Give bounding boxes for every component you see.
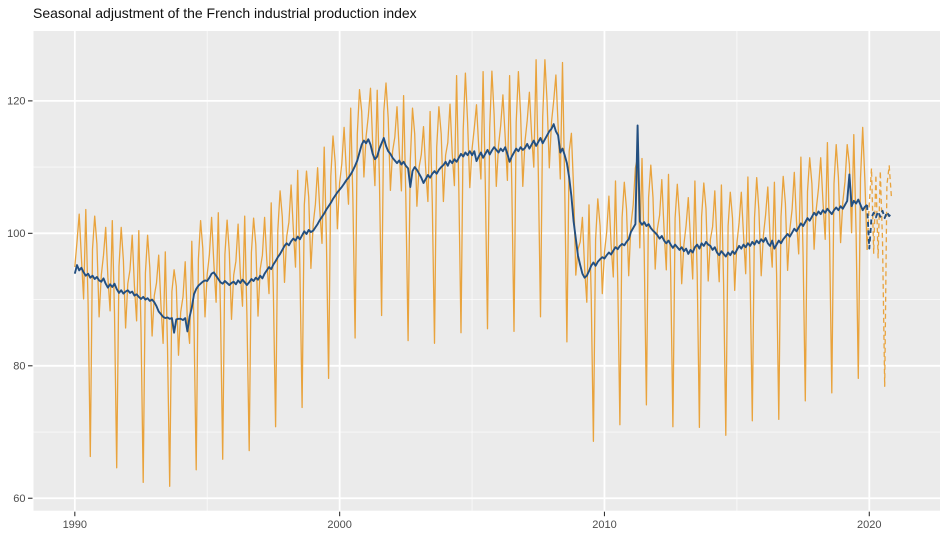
series-unadjusted-index-forecast xyxy=(866,165,893,387)
y-tick-label: 100 xyxy=(7,228,25,240)
x-tick-label: 1990 xyxy=(63,519,87,531)
series-seasonally-adjusted-index xyxy=(73,123,868,334)
y-tick-label: 120 xyxy=(7,96,25,108)
x-tick-label: 2010 xyxy=(592,519,616,531)
y-tick-label: 80 xyxy=(13,361,25,373)
y-tick-label: 60 xyxy=(13,493,25,505)
series-seasonally-adjusted-index-forecast xyxy=(866,204,893,250)
axes: 60 80 100 120 1990 2000 2010 2020 xyxy=(7,96,881,532)
series-lines xyxy=(73,59,893,487)
x-tick-label: 2020 xyxy=(857,519,881,531)
x-tick-label: 2000 xyxy=(327,519,351,531)
chart-title: Seasonal adjustment of the French indust… xyxy=(33,5,417,21)
gridlines xyxy=(33,31,940,511)
